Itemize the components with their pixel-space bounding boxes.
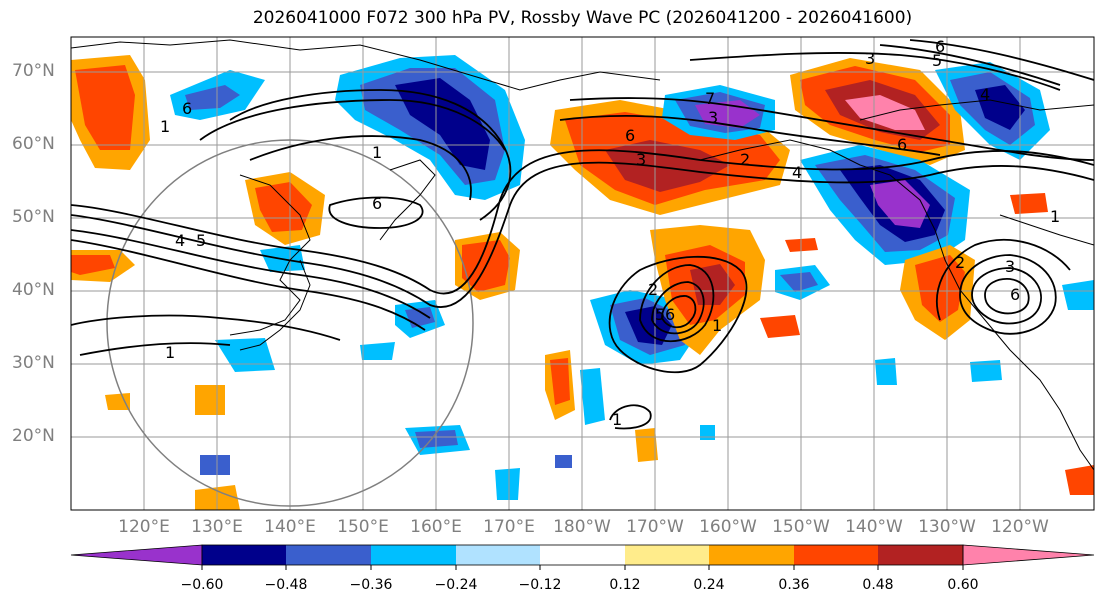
contour-label: 1 [372, 143, 382, 162]
colorbar-tick-label: −0.48 [264, 577, 308, 593]
lat-label: 40°N [12, 280, 55, 300]
pv-anomaly-fields [71, 55, 1094, 510]
plot-frame [70, 36, 1095, 511]
contour-label: 1 [160, 117, 170, 136]
contour-label: 5 [932, 51, 942, 70]
lon-label: 130°E [191, 517, 243, 537]
contour-label: 3 [708, 108, 718, 127]
contour-label: 4 [792, 163, 802, 182]
graticule [71, 37, 1094, 510]
colorbar-segment [371, 545, 456, 565]
contour-label: 2 [648, 280, 658, 299]
lon-label: 140°E [264, 517, 316, 537]
lon-label: 140°W [845, 517, 903, 537]
contour-label: 5 [196, 231, 206, 250]
contour-label: 6 [897, 135, 907, 154]
contour-label: 4 [175, 231, 185, 250]
lon-label: 120°W [991, 517, 1049, 537]
contour-label: 3 [865, 49, 875, 68]
contour-label: 5 [655, 305, 665, 324]
colorbar-segment [456, 545, 540, 565]
colorbar-segment [540, 545, 625, 565]
contour-lines [71, 39, 1094, 430]
lon-label: 150°E [337, 517, 389, 537]
contour-label: 1 [712, 316, 722, 335]
contour-label: 6 [182, 99, 192, 118]
contour-label: 1 [165, 343, 175, 362]
lat-label: 70°N [12, 61, 55, 81]
contour-label: 6 [625, 126, 635, 145]
lat-label: 50°N [12, 207, 55, 227]
lat-label: 20°N [12, 426, 55, 446]
contour-label: 3 [1005, 257, 1015, 276]
colorbar-extend-low [70, 544, 203, 566]
lon-label: 160°W [699, 517, 757, 537]
colorbar-segment [202, 545, 286, 565]
lon-label: 170°E [483, 517, 535, 537]
colorbar-tick-label: 0.36 [778, 577, 810, 593]
contour-label-group: 6 6 1 6 4 5 1 6 3 4 1 2 2 3 6 5 6 3 7 1 … [160, 37, 1060, 429]
colorbar-tick-label: 0.60 [947, 577, 979, 593]
contour-label: 2 [955, 253, 965, 272]
lon-label: 170°W [626, 517, 684, 537]
contour-label: 3 [636, 150, 646, 169]
reference-circle [106, 139, 474, 507]
lat-label: 60°N [12, 134, 55, 154]
colorbar-segment [286, 545, 371, 565]
contour-label: 2 [740, 150, 750, 169]
contour-label: 1 [1050, 207, 1060, 226]
lon-label: 150°W [772, 517, 830, 537]
colorbar-extend-high [962, 544, 1095, 566]
contour-label: 6 [372, 194, 382, 213]
colorbar-tick-label: 0.24 [693, 577, 725, 593]
colorbar-tick-label: −0.36 [349, 577, 393, 593]
lat-label: 30°N [12, 353, 55, 373]
colorbar-tick-label: −0.12 [518, 577, 562, 593]
colorbar-tick-label: 0.48 [862, 577, 894, 593]
contour-label: 1 [612, 410, 622, 429]
contour-label: 7 [705, 89, 715, 108]
contour-label: 6 [935, 37, 945, 56]
lon-label: 180°W [553, 517, 611, 537]
lon-label: 130°W [918, 517, 976, 537]
colorbar-tick-label: −0.60 [180, 577, 224, 593]
lon-label: 160°E [410, 517, 462, 537]
colorbar-segment [794, 545, 878, 565]
colorbar [70, 544, 1095, 570]
lon-label: 120°E [118, 517, 170, 537]
colorbar-segment [625, 545, 709, 565]
colorbar-tick-label: 0.12 [609, 577, 641, 593]
map-title: 2026041000 F072 300 hPa PV, Rossby Wave … [252, 8, 913, 28]
colorbar-segment [709, 545, 794, 565]
colorbar-tick-label: −0.24 [434, 577, 478, 593]
contour-label: 4 [980, 85, 990, 104]
contour-label: 6 [1010, 285, 1020, 304]
colorbar-segment [878, 545, 963, 565]
contour-label: 6 [665, 305, 675, 324]
